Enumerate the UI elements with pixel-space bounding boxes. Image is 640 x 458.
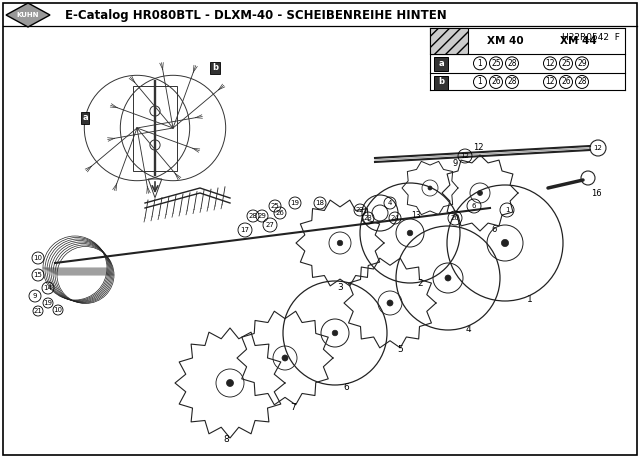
Circle shape bbox=[501, 240, 509, 246]
Text: b: b bbox=[212, 64, 218, 72]
Text: KUHN: KUHN bbox=[17, 12, 39, 18]
Text: 12: 12 bbox=[461, 153, 469, 159]
Bar bbox=[434, 76, 448, 90]
Text: 29: 29 bbox=[577, 59, 587, 68]
Text: 25: 25 bbox=[491, 59, 501, 68]
Text: a: a bbox=[438, 59, 444, 68]
Text: 12: 12 bbox=[473, 143, 483, 153]
Text: 20: 20 bbox=[451, 215, 460, 221]
Text: 22: 22 bbox=[356, 207, 364, 213]
Text: 1: 1 bbox=[477, 77, 483, 87]
Text: 29: 29 bbox=[257, 213, 266, 219]
Text: 21: 21 bbox=[33, 308, 42, 314]
Text: 6: 6 bbox=[492, 225, 497, 234]
Text: 28: 28 bbox=[508, 77, 516, 87]
Text: 18: 18 bbox=[316, 200, 324, 206]
Text: 10: 10 bbox=[54, 307, 63, 313]
Circle shape bbox=[445, 275, 451, 281]
Text: 6: 6 bbox=[472, 203, 476, 209]
Text: 12: 12 bbox=[545, 77, 555, 87]
Text: 24: 24 bbox=[390, 215, 399, 221]
Bar bbox=[133, 86, 177, 170]
Text: XM 44: XM 44 bbox=[559, 36, 596, 46]
Text: 1: 1 bbox=[527, 295, 533, 305]
Text: 25: 25 bbox=[561, 59, 571, 68]
Text: 8: 8 bbox=[223, 436, 229, 445]
Text: 16: 16 bbox=[591, 190, 602, 198]
Text: 28: 28 bbox=[577, 77, 587, 87]
Circle shape bbox=[407, 230, 413, 236]
Circle shape bbox=[387, 300, 393, 306]
Circle shape bbox=[227, 380, 234, 387]
Text: XM 40: XM 40 bbox=[486, 36, 524, 46]
Text: 5: 5 bbox=[397, 345, 403, 354]
Text: 1: 1 bbox=[477, 59, 483, 68]
Text: 26: 26 bbox=[491, 77, 501, 87]
Text: 13: 13 bbox=[411, 212, 421, 220]
Text: 6: 6 bbox=[343, 383, 349, 393]
Text: 19: 19 bbox=[44, 300, 52, 306]
Text: 28: 28 bbox=[248, 213, 257, 219]
Bar bbox=[434, 57, 448, 71]
Text: a: a bbox=[82, 114, 88, 122]
Circle shape bbox=[332, 330, 338, 336]
Text: 28: 28 bbox=[508, 59, 516, 68]
Text: 9: 9 bbox=[33, 293, 37, 299]
Text: 27: 27 bbox=[266, 222, 275, 228]
Text: 9: 9 bbox=[452, 158, 458, 168]
Text: 12: 12 bbox=[593, 145, 602, 151]
Circle shape bbox=[477, 191, 483, 196]
Text: 26: 26 bbox=[561, 77, 571, 87]
Text: 25: 25 bbox=[271, 203, 280, 209]
Text: 23: 23 bbox=[364, 215, 372, 221]
Text: 14: 14 bbox=[44, 285, 52, 291]
Text: b: b bbox=[438, 77, 444, 87]
Text: 2: 2 bbox=[417, 278, 423, 288]
Text: 4: 4 bbox=[465, 326, 471, 334]
Text: 10: 10 bbox=[33, 255, 42, 261]
Polygon shape bbox=[6, 3, 50, 27]
Text: 7: 7 bbox=[290, 403, 296, 413]
Circle shape bbox=[428, 186, 432, 190]
Text: 17: 17 bbox=[241, 227, 250, 233]
Text: 19: 19 bbox=[291, 200, 300, 206]
Text: 26: 26 bbox=[276, 210, 284, 216]
Text: 15: 15 bbox=[33, 272, 42, 278]
Text: 3: 3 bbox=[337, 284, 343, 293]
Circle shape bbox=[337, 240, 343, 246]
Text: 12: 12 bbox=[545, 59, 555, 68]
Bar bbox=[430, 28, 468, 54]
Circle shape bbox=[282, 355, 288, 361]
Text: 1: 1 bbox=[505, 207, 509, 213]
Text: H22R0542  F: H22R0542 F bbox=[562, 33, 620, 42]
Text: 4: 4 bbox=[388, 200, 392, 206]
Text: E-Catalog HR080BTL - DLXM-40 - SCHEIBENREIHE HINTEN: E-Catalog HR080BTL - DLXM-40 - SCHEIBENR… bbox=[65, 9, 447, 22]
